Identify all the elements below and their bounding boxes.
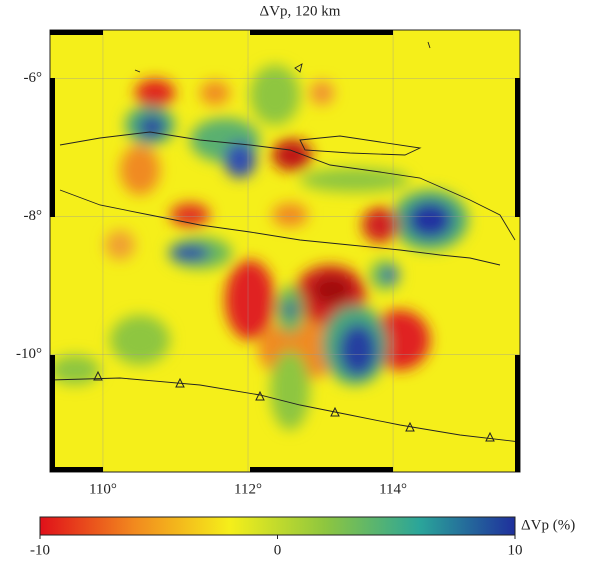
frame-bar <box>50 78 55 217</box>
y-tick-label: -8° <box>24 208 43 224</box>
x-tick-label: 112° <box>234 481 262 497</box>
frame-bar <box>515 355 520 472</box>
y-tick-label: -10° <box>16 346 42 362</box>
trench-marker <box>330 406 340 417</box>
colorbar-tick-label: 10 <box>508 542 523 558</box>
frame-bar <box>50 467 103 472</box>
tomography-field <box>50 30 520 472</box>
trench-marker <box>93 370 103 381</box>
x-tick-label: 114° <box>379 481 407 497</box>
colorbar-tick-label: -10 <box>30 542 50 558</box>
frame-bar <box>50 30 103 35</box>
colorbar-label: ΔVp (%) <box>521 517 575 533</box>
frame-bar <box>50 355 55 472</box>
frame-bar <box>250 467 393 472</box>
map-title: ΔVp, 120 km <box>260 3 341 19</box>
y-tick-label: -6° <box>24 70 43 86</box>
x-tick-label: 110° <box>89 481 117 497</box>
colorbar <box>39 516 516 536</box>
trench-marker <box>405 421 415 432</box>
trench-marker <box>255 390 265 401</box>
trench-marker <box>485 431 495 442</box>
frame-bar <box>515 78 520 217</box>
trench-marker <box>175 377 185 388</box>
frame-bar <box>250 30 393 35</box>
colorbar-tick-label: 0 <box>274 542 282 558</box>
